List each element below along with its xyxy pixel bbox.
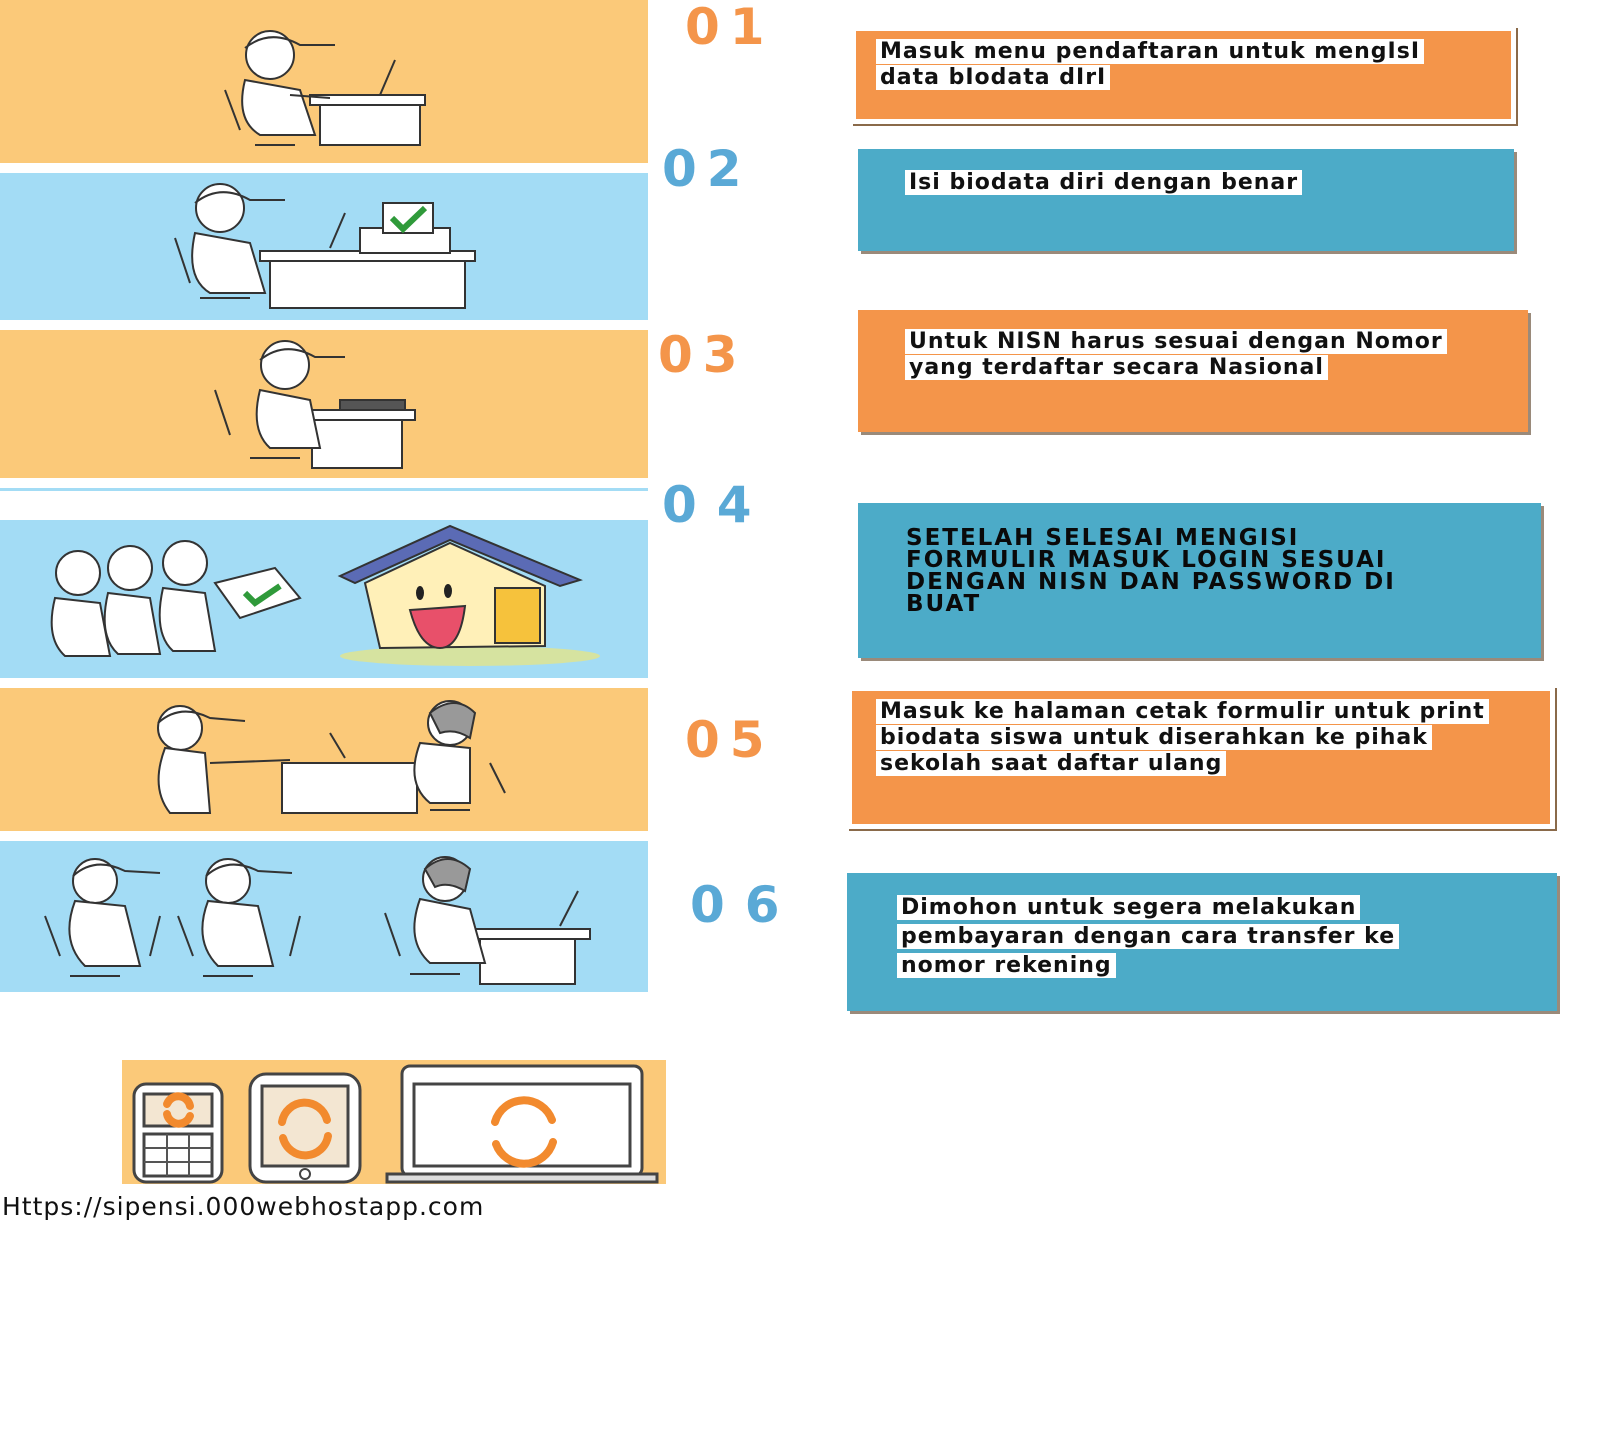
illustration-step-3: [0, 330, 648, 478]
step-number-1: 01: [685, 0, 775, 56]
illustration-step-2: [0, 173, 648, 320]
illustration-step-6: [0, 841, 648, 992]
step-box-2: Isi biodata diri dengan benar: [858, 149, 1514, 251]
step-text-1: Masuk menu pendaftaran untuk mengIsI dat…: [876, 39, 1425, 90]
illustration-step-1: [0, 0, 648, 163]
step-number-4: 04: [662, 476, 772, 534]
step-number-3: 03: [658, 326, 748, 384]
step-text-3: Untuk NISN harus sesuai dengan Nomor yan…: [905, 329, 1447, 380]
step-box-4: SETELAH SELESAI MENGISI FORMULIR MASUK L…: [858, 503, 1541, 658]
step-number-5: 05: [685, 711, 775, 769]
illustration-step-4: [0, 488, 648, 678]
step-text-4: SETELAH SELESAI MENGISI FORMULIR MASUK L…: [906, 525, 1396, 617]
step-box-3: Untuk NISN harus sesuai dengan Nomor yan…: [858, 310, 1528, 432]
illustration-step-5: [0, 688, 648, 831]
step-box-5: Masuk ke halaman cetak formulir untuk pr…: [847, 686, 1555, 829]
footer-url[interactable]: Https://sipensi.000webhostapp.com: [2, 1192, 485, 1221]
step-number-2: 02: [662, 140, 752, 198]
step-box-6: Dimohon untuk segera melakukan pembayara…: [847, 873, 1557, 1011]
step-text-5: Masuk ke halaman cetak formulir untuk pr…: [876, 699, 1489, 776]
step-box-1: Masuk menu pendaftaran untuk mengIsI dat…: [851, 26, 1516, 124]
devices-illustration: [122, 1060, 666, 1184]
step-text-6: Dimohon untuk segera melakukan pembayara…: [897, 895, 1400, 978]
step-text-2: Isi biodata diri dengan benar: [905, 170, 1303, 195]
step-number-6: 06: [690, 876, 800, 934]
